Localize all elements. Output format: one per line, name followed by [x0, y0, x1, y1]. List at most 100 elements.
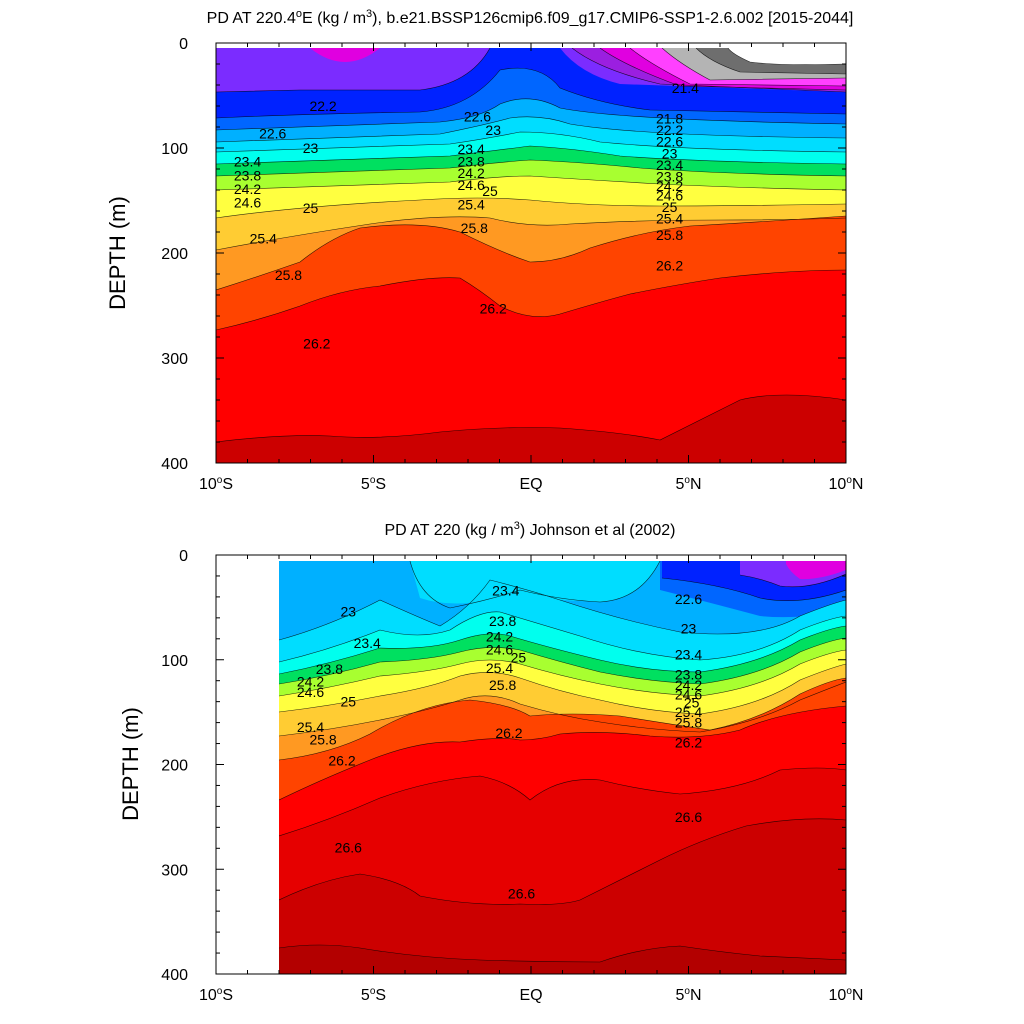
x-tick-label: 10oS	[199, 475, 233, 493]
y-tick-label: 200	[161, 758, 188, 775]
contour-label: 25.8	[656, 227, 683, 243]
contour-label: 23.8	[656, 168, 683, 184]
contour-label: 25.8	[275, 267, 302, 283]
top-band-darkred	[216, 395, 846, 463]
x-tick-label: 5oN	[675, 475, 701, 493]
contour-label: 25	[684, 695, 700, 711]
contour-label: 23.8	[234, 167, 261, 183]
y-tick-label: 100	[161, 141, 188, 158]
contour-label: 23.8	[489, 613, 516, 629]
contour-label: 21.8	[656, 111, 683, 127]
bottom-axes: 10oS 5oS EQ 5oN 10oN 0 100 200 300 400	[161, 548, 863, 1004]
x-tick-label: 10oN	[829, 475, 864, 493]
contour-label: 24.2	[486, 629, 513, 645]
y-tick-label: 0	[179, 548, 188, 565]
x-tick-label: EQ	[519, 476, 542, 493]
top-band-red	[216, 270, 846, 463]
contour-label: 25.4	[250, 230, 277, 246]
contour-label: 24.6	[486, 641, 513, 657]
contour-label: 23.8	[675, 666, 702, 682]
y-tick-label: 200	[161, 246, 188, 263]
contour-label: 26.6	[508, 885, 535, 901]
contour-label: 26.2	[675, 735, 702, 751]
x-tick-label: 5oS	[361, 475, 386, 493]
x-tick-label: 5oS	[361, 986, 386, 1004]
bottom-panel: PD AT 220 (kg / m3) Johnson et al (2002)	[118, 520, 863, 1004]
contour-label: 26.2	[303, 335, 330, 351]
contour-label: 23	[341, 604, 357, 620]
contour-label: 23.4	[492, 583, 519, 599]
x-tick-label: 5oN	[675, 986, 701, 1004]
contour-label: 26.2	[480, 301, 507, 317]
contour-label: 25.8	[309, 731, 336, 747]
contour-label: 24.2	[458, 165, 485, 181]
contour-label: 22.6	[464, 109, 491, 125]
contour-label: 25	[482, 183, 498, 199]
contour-label: 23	[681, 620, 697, 636]
contour-label: 23	[662, 145, 678, 161]
contour-label: 25	[662, 199, 678, 215]
bottom-chart-title: PD AT 220 (kg / m3) Johnson et al (2002)	[384, 520, 675, 539]
contour-label: 23.4	[234, 154, 261, 170]
y-tick-label: 300	[161, 351, 188, 368]
top-y-axis-label: DEPTH (m)	[105, 196, 130, 310]
contour-label: 25.4	[486, 660, 513, 676]
top-panel: PD AT 220.4oE (kg / m3), b.e21.BSSP126cm…	[105, 8, 863, 493]
top-chart-title: PD AT 220.4oE (kg / m3), b.e21.BSSP126cm…	[207, 8, 854, 27]
contour-label: 23	[485, 122, 501, 138]
top-band-magenta-left	[310, 48, 380, 62]
contour-label: 24.6	[675, 686, 702, 702]
top-contour-field	[216, 48, 846, 463]
contour-label: 23	[303, 140, 319, 156]
y-tick-label: 400	[161, 967, 188, 984]
x-tick-label: 10oN	[829, 986, 864, 1004]
contour-label: 25	[341, 694, 357, 710]
x-tick-label: EQ	[519, 987, 542, 1004]
contour-label: 21.4	[672, 80, 699, 96]
contour-label: 25.8	[489, 677, 516, 693]
top-contour-lines	[216, 48, 846, 443]
bottom-band-cyan-surface	[410, 561, 660, 604]
contour-label: 22.6	[656, 134, 683, 150]
contour-label: 23.8	[316, 661, 343, 677]
contour-label: 26.2	[328, 752, 355, 768]
contour-label: 22.6	[259, 125, 286, 141]
contour-label: 24.2	[297, 674, 324, 690]
contour-label: 25.4	[675, 704, 702, 720]
contour-label: 24.2	[234, 181, 261, 197]
y-tick-label: 0	[179, 36, 188, 53]
contour-label: 25	[303, 200, 319, 216]
y-tick-label: 100	[161, 653, 188, 670]
contour-label: 25.8	[461, 220, 488, 236]
contour-label: 23.8	[458, 154, 485, 170]
top-axes: 10oS 5oS EQ 5oN 10oN 0 100 200 300 400	[161, 36, 863, 493]
bottom-band-darkred-2	[279, 818, 846, 974]
contour-label: 23.4	[354, 635, 381, 651]
y-tick-label: 300	[161, 862, 188, 879]
contour-label: 25.4	[458, 197, 485, 213]
bottom-contour-labels: 2323.423.824.224.62525.425.826.223.423.8…	[297, 583, 702, 902]
contour-label: 24.6	[297, 684, 324, 700]
contour-label: 25.4	[656, 210, 683, 226]
contour-label: 24.6	[458, 177, 485, 193]
contour-label: 23.4	[656, 157, 683, 173]
contour-label: 25	[511, 650, 527, 666]
bottom-band-magenta-surface	[786, 561, 846, 580]
contour-label: 24.2	[675, 677, 702, 693]
contour-label: 22.2	[656, 122, 683, 138]
contour-label: 23.4	[675, 647, 702, 663]
y-tick-label: 400	[161, 456, 188, 473]
contour-label: 24.6	[656, 187, 683, 203]
bottom-y-axis-label: DEPTH (m)	[118, 707, 143, 821]
bottom-contour-field	[279, 561, 846, 974]
contour-label: 23.4	[458, 141, 485, 157]
contour-label: 24.6	[234, 195, 261, 211]
bottom-contour-lines	[279, 561, 846, 963]
contour-label: 26.2	[495, 725, 522, 741]
contour-label: 26.6	[675, 809, 702, 825]
top-band-white	[728, 48, 846, 65]
x-tick-label: 10oS	[199, 986, 233, 1004]
contour-label: 26.6	[335, 839, 362, 855]
